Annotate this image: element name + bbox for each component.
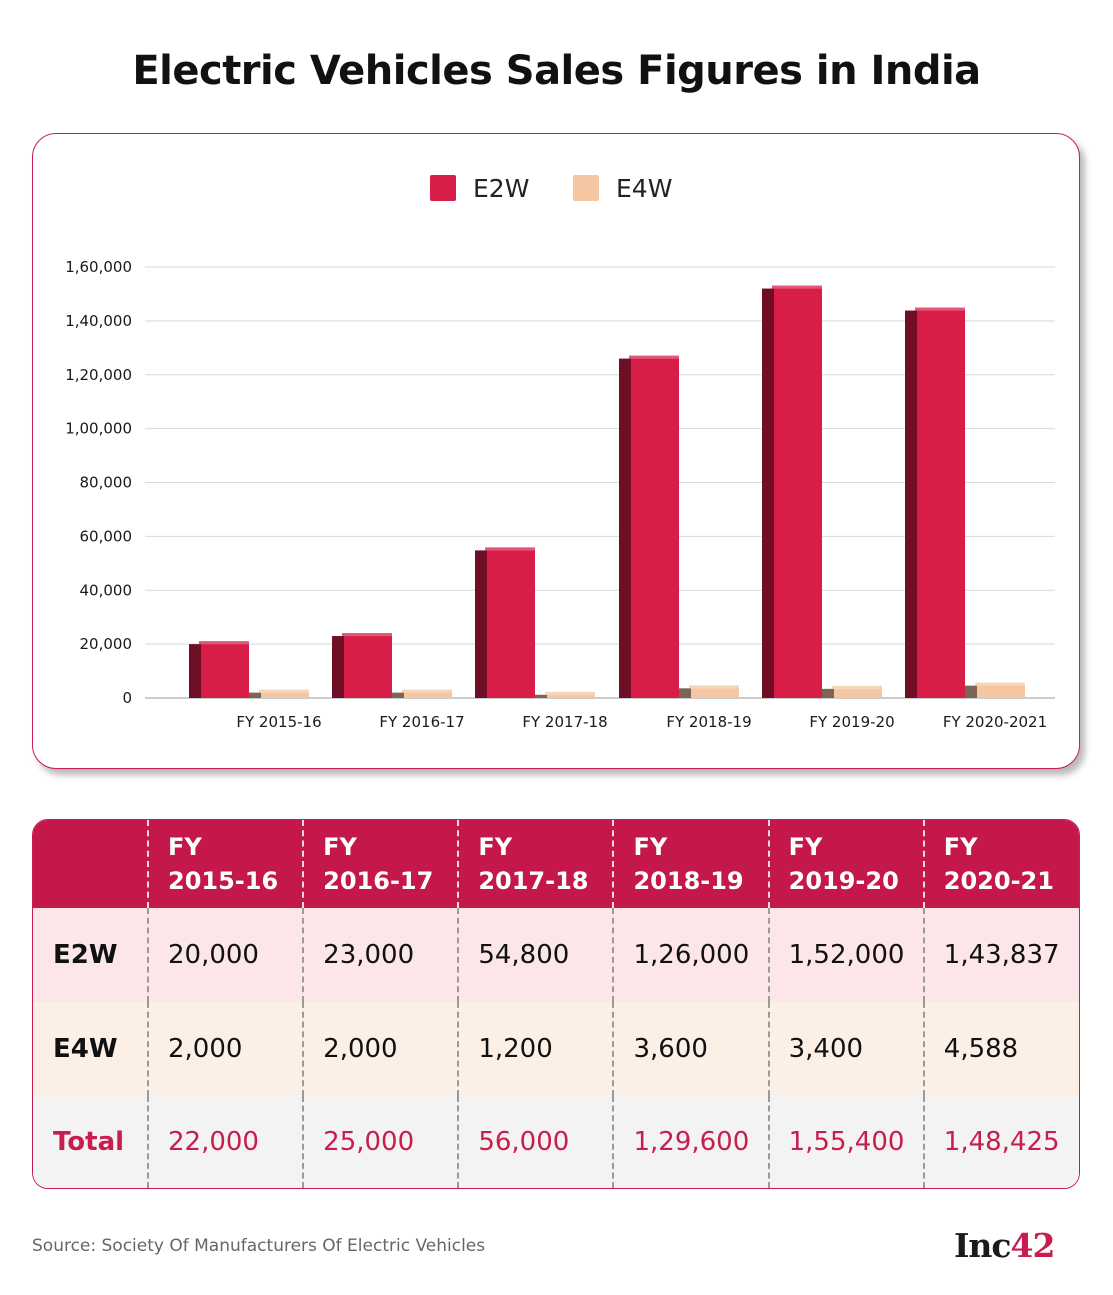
table-cell: 22,000 bbox=[146, 1096, 304, 1188]
table-cell: 2,000 bbox=[146, 1002, 304, 1096]
table-cell: 4,588 bbox=[922, 1002, 1079, 1096]
table-cell: 23,000 bbox=[302, 908, 459, 1002]
bar-cap-e4w bbox=[832, 685, 882, 689]
table-cell: 1,52,000 bbox=[767, 908, 924, 1002]
bar-e4w bbox=[261, 692, 309, 698]
table-cell: 2,000 bbox=[302, 1002, 459, 1096]
table-cell: 1,200 bbox=[457, 1002, 614, 1096]
x-tick-label: FY 2020-2021 bbox=[943, 713, 1047, 731]
x-tick-label: FY 2015-16 bbox=[236, 713, 321, 731]
legend-swatch-e4w bbox=[573, 175, 599, 201]
bar-side-e4w bbox=[965, 685, 977, 698]
bar-cap-e4w bbox=[259, 689, 309, 693]
bar-e4w bbox=[691, 688, 739, 698]
bar-e2w bbox=[201, 644, 249, 698]
legend-label-e4w: E4W bbox=[616, 174, 672, 203]
table-header-cell: FY 2015-16 bbox=[146, 820, 304, 908]
bar-cap-e4w bbox=[689, 685, 739, 689]
bar-cap-e4w bbox=[545, 691, 595, 695]
bar-e2w bbox=[487, 550, 535, 698]
table-cell: 1,48,425 bbox=[922, 1096, 1079, 1188]
bar-e2w bbox=[344, 636, 392, 698]
bar-side-e2w bbox=[475, 550, 487, 698]
bar-side-e2w bbox=[905, 310, 917, 698]
y-tick-label: 20,000 bbox=[80, 635, 133, 653]
bar-cap-e2w bbox=[629, 355, 679, 359]
table-row-total: Total 22,000 25,000 56,000 1,29,600 1,55… bbox=[33, 1096, 1079, 1188]
table-header-cell: FY 2019-20 bbox=[767, 820, 924, 908]
bar-e4w bbox=[404, 692, 452, 698]
table-cell: 25,000 bbox=[302, 1096, 459, 1188]
y-tick-label: 1,60,000 bbox=[65, 258, 132, 276]
y-tick-label: 60,000 bbox=[80, 527, 133, 545]
table-cell: 20,000 bbox=[146, 908, 304, 1002]
table-cell: 1,29,600 bbox=[612, 1096, 769, 1188]
table-header-corner bbox=[33, 820, 148, 908]
x-tick-label: FY 2018-19 bbox=[666, 713, 751, 731]
bar-side-e2w bbox=[762, 288, 774, 698]
table-row-e4w: E4W 2,000 2,000 1,200 3,600 3,400 4,588 bbox=[33, 1002, 1079, 1096]
row-label: Total bbox=[53, 1127, 125, 1157]
table-header-cell: FY 2018-19 bbox=[612, 820, 769, 908]
bar-side-e2w bbox=[332, 636, 344, 698]
legend-swatch-e2w bbox=[430, 175, 456, 201]
row-label: E4W bbox=[53, 1034, 118, 1064]
row-label: E2W bbox=[53, 940, 118, 970]
bar-e2w bbox=[917, 310, 965, 698]
table-cell: 1,43,837 bbox=[922, 908, 1079, 1002]
table-header-cell: FY 2016-17 bbox=[302, 820, 459, 908]
table-cell: 1,55,400 bbox=[767, 1096, 924, 1188]
sales-table-grid: FY 2015-16 FY 2016-17 FY 2017-18 FY 2018-19 … bbox=[33, 820, 1079, 1188]
bar-cap-e2w bbox=[915, 307, 965, 311]
bar-side-e4w bbox=[249, 692, 261, 698]
bar-cap-e2w bbox=[199, 641, 249, 645]
x-tick-label: FY 2019-20 bbox=[809, 713, 894, 731]
sales-table: FY 2015-16 FY 2016-17 FY 2017-18 FY 2018-19 … bbox=[32, 819, 1080, 1189]
table-cell: 3,600 bbox=[612, 1002, 769, 1096]
bar-side-e4w bbox=[679, 688, 691, 698]
bar-cap-e2w bbox=[342, 633, 392, 637]
legend-label-e2w: E2W bbox=[473, 174, 529, 203]
bar-cap-e2w bbox=[485, 547, 535, 551]
bar-side-e2w bbox=[619, 358, 631, 698]
table-row-e2w: E2W 20,000 23,000 54,800 1,26,000 1,52,0… bbox=[33, 908, 1079, 1002]
table-cell: 3,400 bbox=[767, 1002, 924, 1096]
y-tick-label: 1,00,000 bbox=[65, 420, 132, 438]
table-header-row: FY 2015-16 FY 2016-17 FY 2017-18 FY 2018-19 … bbox=[33, 820, 1079, 908]
bar-side-e4w bbox=[392, 692, 404, 698]
bar-side-e4w bbox=[535, 694, 547, 698]
table-cell: 1,26,000 bbox=[612, 908, 769, 1002]
bar-side-e4w bbox=[822, 688, 834, 698]
table-header-cell: FY 2020-21 bbox=[922, 820, 1079, 908]
bar-e2w bbox=[774, 288, 822, 698]
bar-side-e2w bbox=[189, 644, 201, 698]
bar-cap-e4w bbox=[402, 689, 452, 693]
y-tick-label: 0 bbox=[122, 689, 132, 707]
table-cell: 56,000 bbox=[457, 1096, 614, 1188]
y-tick-label: 40,000 bbox=[80, 581, 133, 599]
bar-e2w bbox=[631, 358, 679, 698]
bar-chart: 0 20,000 40,000 60,000 80,000 1,00,000 1,20,00… bbox=[65, 174, 1055, 731]
bar-cap-e2w bbox=[772, 285, 822, 289]
bar-cap-e4w bbox=[975, 682, 1025, 686]
table-header-cell: FY 2017-18 bbox=[457, 820, 614, 908]
page-title: Electric Vehicles Sales Figures in India bbox=[132, 48, 981, 94]
bar-e4w bbox=[834, 688, 882, 698]
table-cell: 54,800 bbox=[457, 908, 614, 1002]
chart-card: 0 20,000 40,000 60,000 80,000 1,00,000 1,20,00… bbox=[32, 133, 1080, 769]
y-tick-label: 80,000 bbox=[80, 474, 133, 492]
y-tick-label: 1,20,000 bbox=[65, 366, 132, 384]
x-tick-label: FY 2016-17 bbox=[379, 713, 464, 731]
inc42-logo: Inc42 bbox=[954, 1226, 1055, 1265]
bar-e4w bbox=[977, 685, 1025, 698]
x-tick-label: FY 2017-18 bbox=[522, 713, 607, 731]
bar-e4w bbox=[547, 694, 595, 698]
y-tick-label: 1,40,000 bbox=[65, 312, 132, 330]
source-note: Source: Society Of Manufacturers Of Elec… bbox=[32, 1236, 486, 1256]
